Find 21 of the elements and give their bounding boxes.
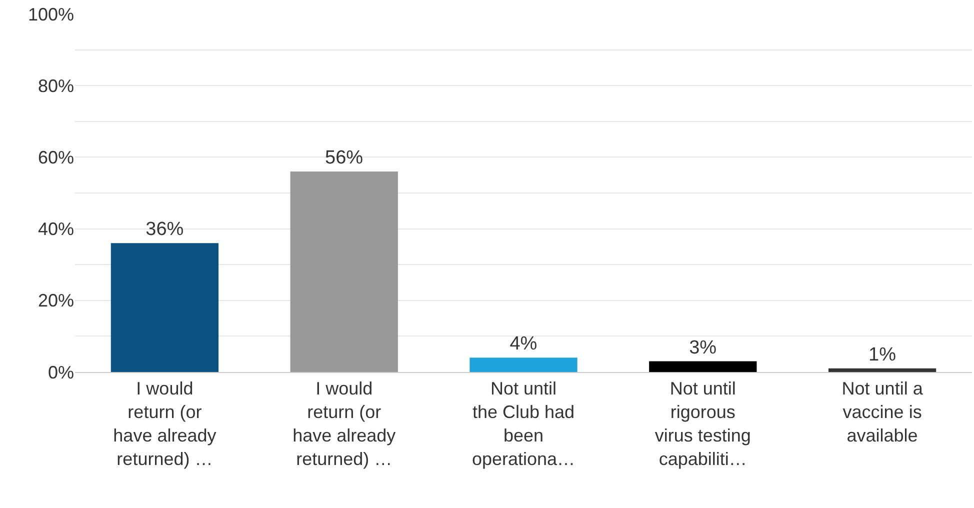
y-tick-label: 100% (28, 4, 74, 24)
y-tick-label: 60% (38, 148, 74, 168)
data-label: 36% (146, 219, 184, 240)
bar (290, 172, 398, 372)
y-tick-label: 20% (38, 290, 74, 311)
data-label: 1% (868, 344, 896, 366)
x-tick-label: I would return (or have already returned) … (292, 378, 396, 469)
x-tick-label: Not until the Club had been operationa… (472, 378, 576, 469)
data-label: 3% (689, 337, 717, 358)
y-tick-label: 40% (38, 219, 74, 240)
x-tick-label: I would return (or have already returned) … (113, 378, 216, 469)
x-tick-label: Not until rigorous virus testing capabiliti… (654, 378, 751, 469)
bar (470, 358, 578, 372)
bar (649, 361, 757, 372)
data-label: 4% (510, 334, 538, 355)
x-tick-label: Not until a vaccine is available (842, 378, 924, 446)
bar (828, 368, 936, 372)
y-tick-label: 80% (38, 76, 74, 96)
y-tick-label: 0% (48, 362, 74, 382)
bar (110, 243, 219, 372)
data-label: 56% (325, 148, 364, 169)
